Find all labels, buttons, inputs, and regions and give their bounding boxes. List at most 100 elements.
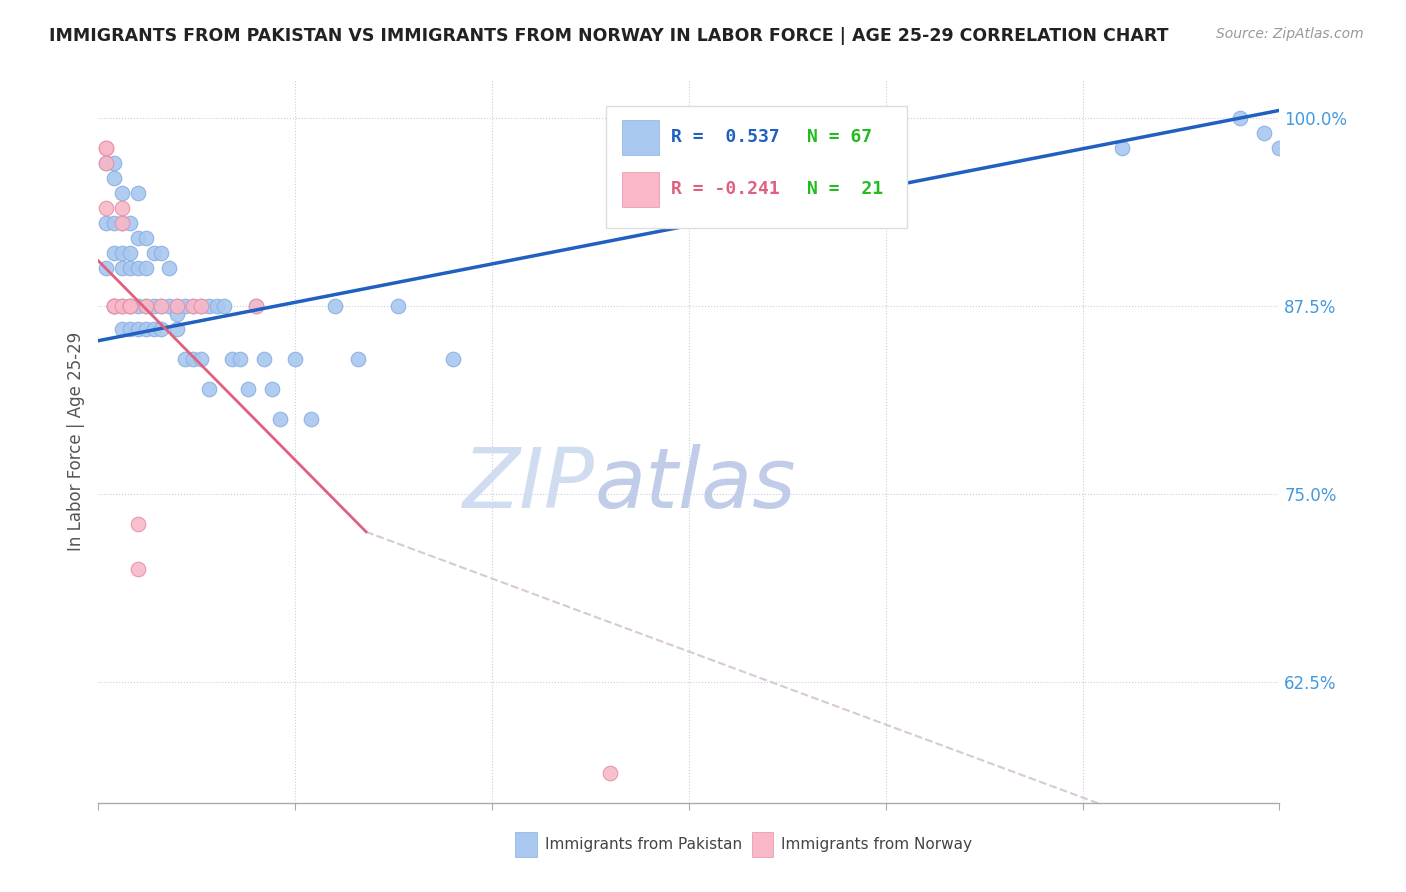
Point — [190, 299, 212, 313]
Point — [236, 382, 259, 396]
Point — [111, 299, 134, 313]
Point — [111, 321, 134, 335]
Point — [118, 246, 141, 260]
Point — [245, 299, 267, 313]
Point — [96, 156, 118, 170]
Text: Source: ZipAtlas.com: Source: ZipAtlas.com — [1216, 27, 1364, 41]
Point — [1268, 141, 1291, 155]
Point — [96, 156, 118, 170]
Point — [174, 299, 197, 313]
Point — [214, 299, 236, 313]
Point — [127, 186, 149, 201]
Text: atlas: atlas — [595, 444, 796, 525]
Point — [181, 351, 204, 366]
Text: Immigrants from Norway: Immigrants from Norway — [782, 838, 972, 852]
Point — [103, 299, 125, 313]
Point — [135, 231, 157, 245]
Point — [166, 299, 188, 313]
Point — [111, 186, 134, 201]
Point — [299, 412, 322, 426]
Point — [127, 321, 149, 335]
Point — [96, 141, 118, 155]
Point — [221, 351, 243, 366]
Point — [387, 299, 409, 313]
Bar — [621, 172, 659, 207]
Bar — [621, 120, 659, 154]
Point — [150, 246, 173, 260]
Point — [190, 299, 212, 313]
Point — [142, 246, 165, 260]
Point — [245, 299, 267, 313]
Point — [181, 299, 204, 313]
Point — [166, 307, 188, 321]
Point — [135, 321, 157, 335]
Point — [111, 299, 134, 313]
Bar — [752, 831, 773, 857]
Point — [190, 351, 212, 366]
Text: R =  0.537: R = 0.537 — [671, 128, 780, 146]
Point — [103, 246, 125, 260]
FancyBboxPatch shape — [606, 105, 907, 228]
Point — [118, 299, 141, 313]
Text: IMMIGRANTS FROM PAKISTAN VS IMMIGRANTS FROM NORWAY IN LABOR FORCE | AGE 25-29 CO: IMMIGRANTS FROM PAKISTAN VS IMMIGRANTS F… — [49, 27, 1168, 45]
Point — [150, 299, 173, 313]
Point — [127, 562, 149, 576]
Point — [127, 231, 149, 245]
Point — [174, 351, 197, 366]
Point — [135, 261, 157, 276]
Point — [96, 201, 118, 215]
Point — [253, 351, 276, 366]
Point — [347, 351, 370, 366]
Point — [166, 321, 188, 335]
Text: N = 67: N = 67 — [807, 128, 872, 146]
Point — [441, 351, 464, 366]
Point — [150, 321, 173, 335]
Text: Immigrants from Pakistan: Immigrants from Pakistan — [546, 838, 742, 852]
Point — [166, 299, 188, 313]
Point — [197, 299, 219, 313]
Point — [96, 216, 118, 230]
Point — [111, 261, 134, 276]
Y-axis label: In Labor Force | Age 25-29: In Labor Force | Age 25-29 — [66, 332, 84, 551]
Point — [229, 351, 252, 366]
Point — [127, 299, 149, 313]
Point — [111, 216, 134, 230]
Bar — [516, 831, 537, 857]
Point — [284, 351, 307, 366]
Point — [1111, 141, 1133, 155]
Point — [118, 299, 141, 313]
Point — [103, 156, 125, 170]
Point — [118, 216, 141, 230]
Point — [111, 201, 134, 215]
Point — [103, 216, 125, 230]
Point — [260, 382, 283, 396]
Point — [118, 299, 141, 313]
Point — [181, 299, 204, 313]
Point — [103, 171, 125, 186]
Point — [135, 299, 157, 313]
Point — [127, 517, 149, 532]
Point — [118, 321, 141, 335]
Point — [103, 299, 125, 313]
Point — [205, 299, 228, 313]
Point — [1253, 126, 1275, 140]
Point — [157, 299, 180, 313]
Point — [142, 321, 165, 335]
Point — [118, 261, 141, 276]
Point — [135, 299, 157, 313]
Point — [150, 299, 173, 313]
Point — [103, 299, 125, 313]
Point — [96, 261, 118, 276]
Point — [269, 412, 291, 426]
Point — [157, 261, 180, 276]
Text: ZIP: ZIP — [463, 444, 595, 525]
Point — [127, 261, 149, 276]
Text: R = -0.241: R = -0.241 — [671, 180, 780, 198]
Point — [103, 299, 125, 313]
Point — [111, 216, 134, 230]
Point — [599, 765, 621, 780]
Point — [96, 141, 118, 155]
Point — [323, 299, 346, 313]
Point — [1229, 111, 1251, 125]
Point — [111, 246, 134, 260]
